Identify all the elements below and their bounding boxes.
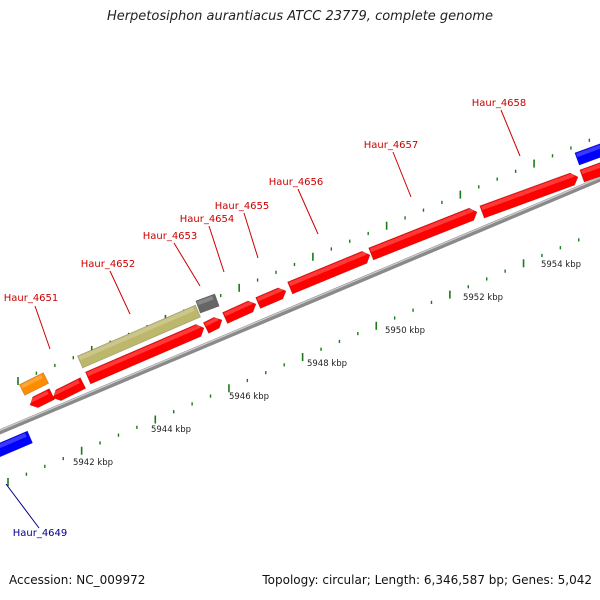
ruler-label: 5948 kbp xyxy=(307,359,347,369)
backbone-highlight xyxy=(0,177,600,431)
cds-feature[interactable] xyxy=(479,171,580,219)
gene-labels: Haur_4651 Haur_4652 Haur_4653 Haur_4654 Haur… xyxy=(4,98,527,539)
cds-feature[interactable] xyxy=(368,206,480,261)
gene-label[interactable]: Haur_4658 xyxy=(472,98,527,109)
misc-feature[interactable] xyxy=(77,304,201,369)
gene-label[interactable]: Haur_4655 xyxy=(215,201,270,212)
inner-tick-track xyxy=(7,238,580,486)
gene-features xyxy=(0,140,600,459)
gene-label[interactable]: Haur_4656 xyxy=(269,177,324,188)
label-leader-line xyxy=(109,270,131,315)
label-leaders xyxy=(5,109,521,529)
label-leader-line xyxy=(34,305,51,350)
ruler-label: 5950 kbp xyxy=(385,326,425,336)
gene-label[interactable]: Haur_4653 xyxy=(143,231,198,242)
cds-feature[interactable] xyxy=(50,377,87,404)
ruler-label: 5954 kbp xyxy=(541,260,581,270)
ruler-labels: 5942 kbp 5944 kbp 5946 kbp 5948 kbp 5950 kbp… xyxy=(73,260,581,468)
label-leader-line xyxy=(500,109,521,157)
gene-label[interactable]: Haur_4651 xyxy=(4,293,59,304)
reverse-strand-feature[interactable] xyxy=(0,430,33,459)
ruler-label: 5952 kbp xyxy=(463,293,503,303)
reverse-strand-feature[interactable] xyxy=(574,140,600,166)
ruler-label: 5944 kbp xyxy=(151,425,191,435)
rna-feature[interactable] xyxy=(18,372,50,396)
cds-feature[interactable] xyxy=(202,315,224,334)
gene-label[interactable]: Haur_4654 xyxy=(180,214,235,225)
cds-feature[interactable] xyxy=(85,322,206,385)
map-title: Herpetosiphon aurantiacus ATCC 23779, co… xyxy=(106,9,494,24)
gene-label[interactable]: Haur_4657 xyxy=(364,140,419,151)
genome-backbone xyxy=(0,176,600,435)
label-leader-line xyxy=(297,188,319,235)
cds-feature[interactable] xyxy=(27,388,56,411)
genome-summary: Topology: circular; Length: 6,346,587 bp… xyxy=(262,573,592,587)
gene-label[interactable]: Haur_4652 xyxy=(81,259,136,270)
pseudo-feature[interactable] xyxy=(195,293,220,314)
cds-feature[interactable] xyxy=(287,249,373,295)
ruler-label: 5946 kbp xyxy=(229,392,269,402)
gene-label[interactable]: Haur_4649 xyxy=(13,528,68,539)
label-leader-line xyxy=(208,225,225,273)
ruler-label: 5942 kbp xyxy=(73,458,113,468)
cds-feature[interactable] xyxy=(222,299,259,324)
label-leader-line xyxy=(173,242,201,287)
label-leader-line xyxy=(243,212,259,259)
backbone-line xyxy=(0,176,600,435)
accession-text: Accession: NC_009972 xyxy=(9,573,146,587)
label-leader-line xyxy=(392,151,412,198)
label-leader-line xyxy=(5,483,40,529)
cds-feature[interactable] xyxy=(255,285,289,309)
cds-feature[interactable] xyxy=(579,159,600,183)
